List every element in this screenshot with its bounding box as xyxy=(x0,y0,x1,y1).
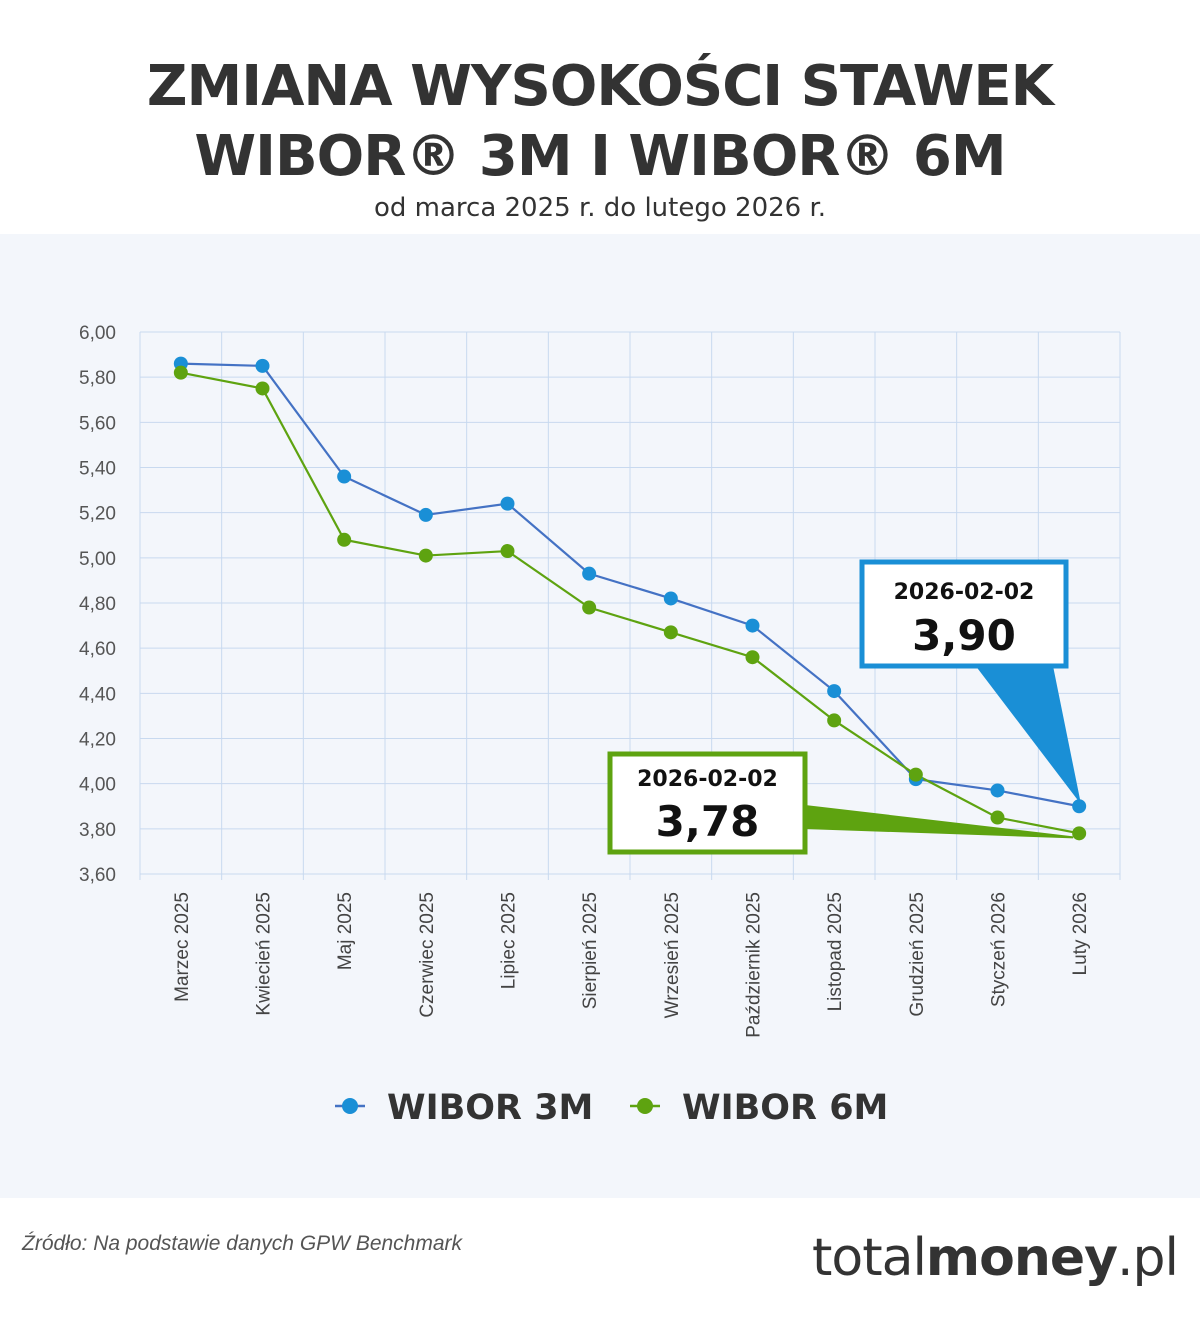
data-point-wibor-6m xyxy=(663,625,678,640)
x-tick-label: Listopad 2025 xyxy=(825,892,846,1011)
data-point-wibor-3m xyxy=(337,469,352,484)
data-point-wibor-6m xyxy=(582,600,597,615)
x-tick-label: Grudzień 2025 xyxy=(907,892,928,1017)
data-point-wibor-6m xyxy=(500,544,515,559)
y-tick-label: 3,60 xyxy=(79,865,116,886)
y-tick-label: 4,60 xyxy=(79,639,116,660)
y-tick-label: 5,00 xyxy=(79,549,116,570)
data-point-wibor-3m xyxy=(827,684,842,699)
y-tick-label: 5,60 xyxy=(79,413,116,434)
x-tick-label: Wrzesień 2025 xyxy=(662,892,683,1018)
callout-box-wibor-6m xyxy=(607,751,808,855)
x-tick-label: Kwiecień 2025 xyxy=(254,892,275,1016)
legend-marker-wibor-6m xyxy=(637,1098,653,1114)
x-tick-label: Czerwiec 2025 xyxy=(417,892,438,1018)
data-point-wibor-3m xyxy=(1072,799,1087,814)
y-tick-label: 5,40 xyxy=(79,459,116,480)
y-tick-label: 4,00 xyxy=(79,775,116,796)
legend-marker-wibor-3m xyxy=(342,1098,358,1114)
callout-pointer-wibor-3m xyxy=(974,665,1081,801)
x-tick-label: Styczeń 2026 xyxy=(989,892,1010,1007)
legend-label-wibor-6m: WIBOR 6M xyxy=(682,1088,888,1128)
logo-text-light: total xyxy=(812,1228,927,1288)
logo-text-bold: money xyxy=(925,1228,1118,1288)
y-tick-label: 6,00 xyxy=(79,323,116,344)
chart-title-line-2: WIBOR® 3M I WIBOR® 6M xyxy=(194,124,1006,189)
callout-value-wibor-3m: 3,90 xyxy=(912,611,1016,660)
data-point-wibor-6m xyxy=(337,532,352,547)
brand-logo: totalmoney.pl xyxy=(812,1228,1179,1288)
series-line-wibor-6m xyxy=(180,371,1080,835)
data-point-wibor-3m xyxy=(990,783,1005,798)
y-tick-label: 4,40 xyxy=(79,684,116,705)
x-tick-label: Sierpień 2025 xyxy=(580,892,601,1009)
data-point-wibor-6m xyxy=(990,810,1005,825)
callout-pointer-wibor-6m xyxy=(804,804,1074,839)
x-tick-label: Luty 2026 xyxy=(1070,892,1091,975)
data-point-wibor-3m xyxy=(582,566,597,581)
data-point-wibor-3m xyxy=(663,591,678,606)
y-tick-label: 4,20 xyxy=(79,730,116,751)
data-point-wibor-6m xyxy=(745,650,760,665)
data-point-wibor-3m xyxy=(255,358,270,373)
x-tick-label: Maj 2025 xyxy=(335,892,356,970)
data-point-wibor-3m xyxy=(418,507,433,522)
chart-subtitle: od marca 2025 r. do lutego 2026 r. xyxy=(373,193,827,223)
data-point-wibor-6m xyxy=(1072,826,1087,841)
x-tick-label: Październik 2025 xyxy=(744,892,765,1038)
data-point-wibor-3m xyxy=(745,618,760,633)
callout-value-wibor-6m: 3,78 xyxy=(656,797,760,846)
y-tick-label: 5,80 xyxy=(79,368,116,389)
line-chart: 3,60 3,80 4,00 4,20 4,40 4,60 4,80 5,00 5,20 5,40… xyxy=(79,323,1121,1128)
x-tick-label: Marzec 2025 xyxy=(172,892,193,1002)
chart-panel: 3,60 3,80 4,00 4,20 4,40 4,60 4,80 5,00 5,20 5,40… xyxy=(0,234,1200,1198)
data-point-wibor-6m xyxy=(418,548,433,563)
x-tick-label: Lipiec 2025 xyxy=(499,892,520,989)
source-note: Źródło: Na podstawie danych GPW Benchmar… xyxy=(22,1232,463,1255)
data-point-wibor-6m xyxy=(173,365,188,380)
data-point-wibor-6m xyxy=(908,767,923,782)
y-tick-label: 5,20 xyxy=(79,504,116,525)
y-tick-label: 3,80 xyxy=(79,820,116,841)
y-tick-label: 4,80 xyxy=(79,594,116,615)
data-point-wibor-3m xyxy=(500,496,515,511)
data-point-wibor-6m xyxy=(255,381,270,396)
callout-date-wibor-6m: 2026-02-02 xyxy=(637,767,778,792)
chart-title-line-1: ZMIANA WYSOKOŚCI STAWEK xyxy=(146,54,1054,119)
data-point-wibor-6m xyxy=(827,713,842,728)
logo-text-suffix: .pl xyxy=(1117,1228,1179,1288)
callout-date-wibor-3m: 2026-02-02 xyxy=(894,580,1035,605)
legend-label-wibor-3m: WIBOR 3M xyxy=(387,1088,593,1128)
callout-box-wibor-3m xyxy=(859,559,1069,669)
